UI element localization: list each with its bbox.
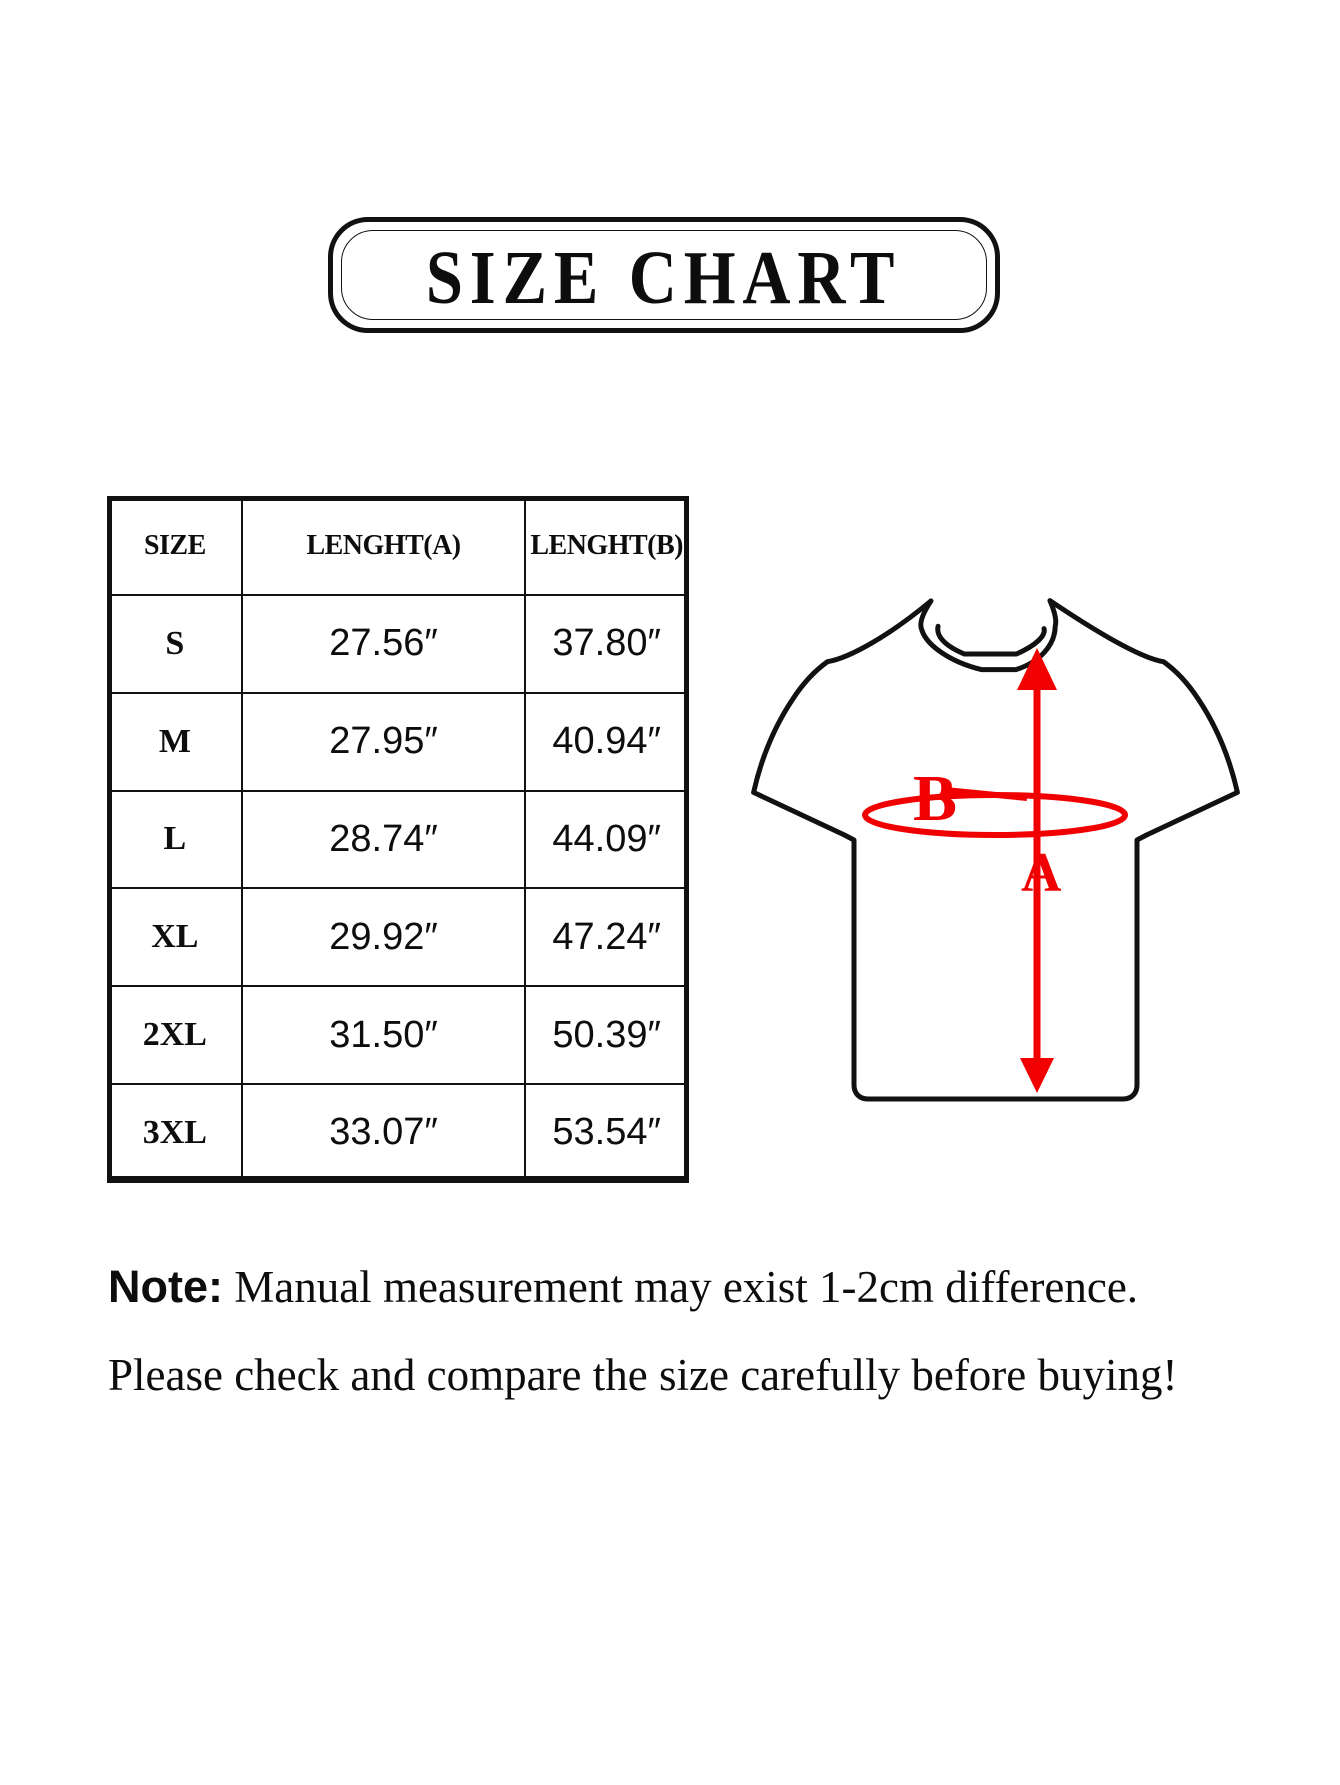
svg-text:A: A bbox=[1021, 842, 1062, 904]
svg-text:B: B bbox=[913, 762, 957, 835]
